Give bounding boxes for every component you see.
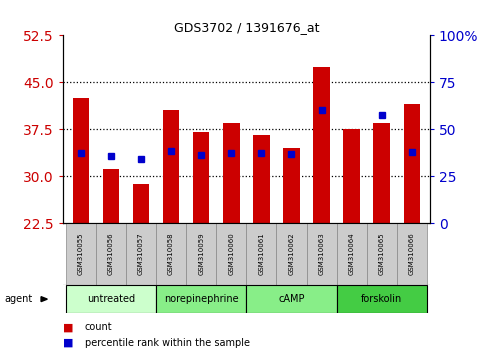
Text: GSM310063: GSM310063 bbox=[319, 233, 325, 275]
Bar bbox=[313, 67, 330, 223]
Text: agent: agent bbox=[5, 294, 33, 304]
Bar bbox=[343, 129, 360, 223]
Text: GSM310058: GSM310058 bbox=[168, 233, 174, 275]
Text: GSM310057: GSM310057 bbox=[138, 233, 144, 275]
Text: GSM310060: GSM310060 bbox=[228, 233, 234, 275]
Text: GSM310061: GSM310061 bbox=[258, 233, 264, 275]
Text: ■: ■ bbox=[63, 338, 73, 348]
Bar bbox=[163, 110, 179, 223]
Bar bbox=[72, 98, 89, 223]
Bar bbox=[193, 132, 210, 223]
Polygon shape bbox=[41, 297, 47, 302]
Text: norepinephrine: norepinephrine bbox=[164, 294, 239, 304]
FancyBboxPatch shape bbox=[337, 285, 427, 313]
FancyBboxPatch shape bbox=[156, 285, 246, 313]
Bar bbox=[373, 123, 390, 223]
FancyBboxPatch shape bbox=[126, 223, 156, 285]
Text: GSM310062: GSM310062 bbox=[288, 233, 295, 275]
Text: count: count bbox=[85, 322, 112, 332]
FancyBboxPatch shape bbox=[367, 223, 397, 285]
FancyBboxPatch shape bbox=[246, 223, 276, 285]
Text: forskolin: forskolin bbox=[361, 294, 402, 304]
Bar bbox=[253, 136, 270, 223]
FancyBboxPatch shape bbox=[156, 223, 186, 285]
Text: cAMP: cAMP bbox=[278, 294, 305, 304]
Text: untreated: untreated bbox=[87, 294, 135, 304]
Bar bbox=[403, 104, 420, 223]
Text: GSM310059: GSM310059 bbox=[198, 233, 204, 275]
Text: GSM310064: GSM310064 bbox=[349, 233, 355, 275]
Text: GSM310056: GSM310056 bbox=[108, 233, 114, 275]
Text: GSM310055: GSM310055 bbox=[78, 233, 84, 275]
FancyBboxPatch shape bbox=[96, 223, 126, 285]
Text: ■: ■ bbox=[63, 322, 73, 332]
Text: GSM310066: GSM310066 bbox=[409, 233, 415, 275]
Text: percentile rank within the sample: percentile rank within the sample bbox=[85, 338, 250, 348]
FancyBboxPatch shape bbox=[246, 285, 337, 313]
FancyBboxPatch shape bbox=[66, 285, 156, 313]
FancyBboxPatch shape bbox=[186, 223, 216, 285]
FancyBboxPatch shape bbox=[66, 223, 96, 285]
FancyBboxPatch shape bbox=[307, 223, 337, 285]
Text: GSM310065: GSM310065 bbox=[379, 233, 385, 275]
Bar bbox=[133, 184, 149, 223]
FancyBboxPatch shape bbox=[276, 223, 307, 285]
FancyBboxPatch shape bbox=[337, 223, 367, 285]
Title: GDS3702 / 1391676_at: GDS3702 / 1391676_at bbox=[173, 21, 319, 34]
FancyBboxPatch shape bbox=[397, 223, 427, 285]
Bar bbox=[103, 169, 119, 223]
Bar bbox=[283, 148, 300, 223]
Bar bbox=[223, 123, 240, 223]
FancyBboxPatch shape bbox=[216, 223, 246, 285]
